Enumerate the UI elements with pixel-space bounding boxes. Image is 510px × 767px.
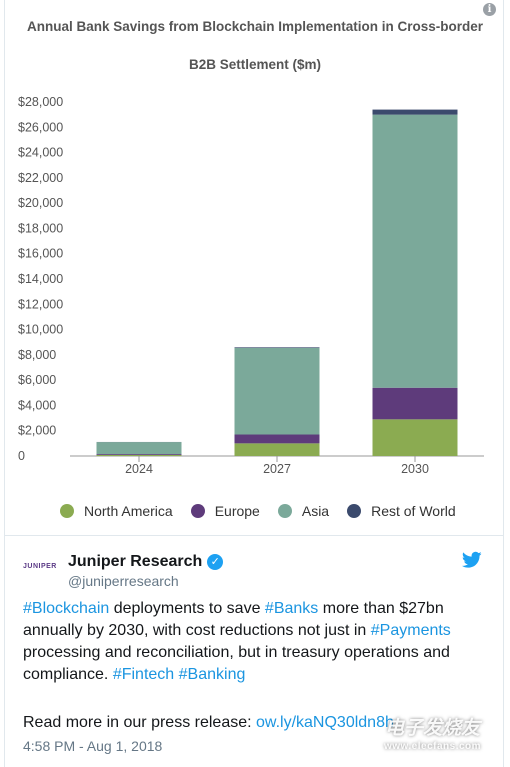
divider — [5, 535, 504, 536]
x-tick-label: 2024 — [125, 462, 153, 476]
chart-title-line1: Annual Bank Savings from Blockchain Impl… — [26, 19, 484, 34]
hashtag-link[interactable]: #Fintech — [112, 666, 175, 683]
legend-item[interactable]: North America — [60, 503, 173, 519]
tweet-card — [4, 0, 504, 767]
juniper-logo[interactable]: JUNIPER — [23, 563, 57, 570]
legend-item[interactable]: Europe — [190, 503, 260, 519]
legend-item[interactable]: Asia — [277, 503, 330, 519]
hashtag-link[interactable]: #Blockchain — [23, 600, 110, 617]
tweet-timestamp[interactable]: 4:58 PM - Aug 1, 2018 — [23, 738, 163, 754]
bar-segment — [372, 109, 458, 115]
y-tick-label: $26,000 — [18, 120, 63, 134]
bar-segment — [234, 443, 320, 456]
tweet-text: #Blockchain deployments to save #Banks m… — [23, 598, 493, 686]
info-icon[interactable]: i — [483, 3, 496, 16]
y-tick-label: $16,000 — [18, 247, 63, 261]
twitter-bird-icon[interactable] — [462, 551, 482, 569]
bar-segment — [96, 454, 182, 456]
stacked-bar-chart: 0 $2,000 $4,000 $6,000 $8,000 $10,000 $12,000 $… — [18, 95, 484, 476]
press-prefix: Read more in our press release: — [23, 714, 256, 731]
bar-segment — [372, 387, 458, 420]
y-tick-label: $22,000 — [18, 171, 63, 185]
y-tick-label: $2,000 — [18, 424, 56, 438]
tweet-author-name[interactable]: Juniper Research ✓ — [68, 553, 224, 571]
chart-legend: North America Europe Asia Rest of World — [60, 500, 474, 522]
x-tick-label: 2030 — [401, 462, 429, 476]
hashtag-link[interactable]: #Banks — [264, 600, 319, 617]
bar-segment — [96, 442, 182, 455]
press-release-link[interactable]: ow.ly/kaNQ30ldn8h — [256, 714, 394, 731]
y-tick-label: $6,000 — [18, 373, 56, 387]
y-tick-label: $24,000 — [18, 146, 63, 160]
bar-segment — [96, 454, 182, 455]
y-tick-label: $8,000 — [18, 348, 56, 362]
bar-segment — [234, 434, 320, 444]
legend-swatch — [347, 504, 362, 518]
watermark-sub: www.elecfans.com — [383, 741, 482, 752]
verified-check-icon: ✓ — [207, 554, 224, 570]
legend-swatch — [60, 504, 74, 518]
y-tick-label: $20,000 — [18, 196, 63, 210]
chart-title-line2: B2B Settlement ($m) — [188, 57, 322, 72]
bar-segment — [234, 347, 320, 435]
tweet-text-segment: deployments to save — [109, 600, 265, 617]
tweet-author-handle[interactable]: @juniperresearch — [68, 573, 179, 589]
y-tick-label: $14,000 — [18, 272, 63, 286]
y-tick-label: $18,000 — [18, 221, 63, 235]
tweet-text-segment: more than $27bn annually by 2030, with c… — [23, 600, 444, 639]
y-tick-label: $28,000 — [18, 95, 63, 109]
legend-label: Asia — [301, 503, 330, 519]
press-release-line: Read more in our press release: ow.ly/ka… — [23, 712, 503, 734]
legend-swatch — [190, 504, 205, 518]
legend-label: Europe — [214, 503, 260, 519]
y-tick-label: 0 — [18, 449, 25, 463]
author-name-text[interactable]: Juniper Research — [68, 553, 203, 570]
bar-segment — [372, 419, 458, 456]
legend-label: Rest of World — [371, 503, 456, 519]
y-tick-label: $12,000 — [18, 297, 63, 311]
x-tick-label: 2027 — [263, 462, 291, 476]
bar-segment — [234, 347, 320, 348]
hashtag-link[interactable]: #Banking — [178, 666, 246, 683]
bar-segment — [372, 114, 458, 388]
legend-swatch — [277, 504, 292, 518]
watermark-main: 电子发烧友 — [384, 718, 480, 739]
legend-item[interactable]: Rest of World — [347, 503, 456, 519]
tweet-text-segment: processing and reconciliation, but in tr… — [23, 644, 450, 683]
watermark: 电子发烧友 www.elecfans.com — [360, 712, 505, 764]
y-tick-label: $4,000 — [18, 398, 56, 412]
y-tick-label: $10,000 — [18, 323, 63, 337]
hashtag-link[interactable]: #Payments — [370, 622, 451, 639]
chart-title: Annual Bank Savings from Blockchain Impl… — [0, 8, 510, 84]
legend-label: North America — [84, 503, 173, 519]
